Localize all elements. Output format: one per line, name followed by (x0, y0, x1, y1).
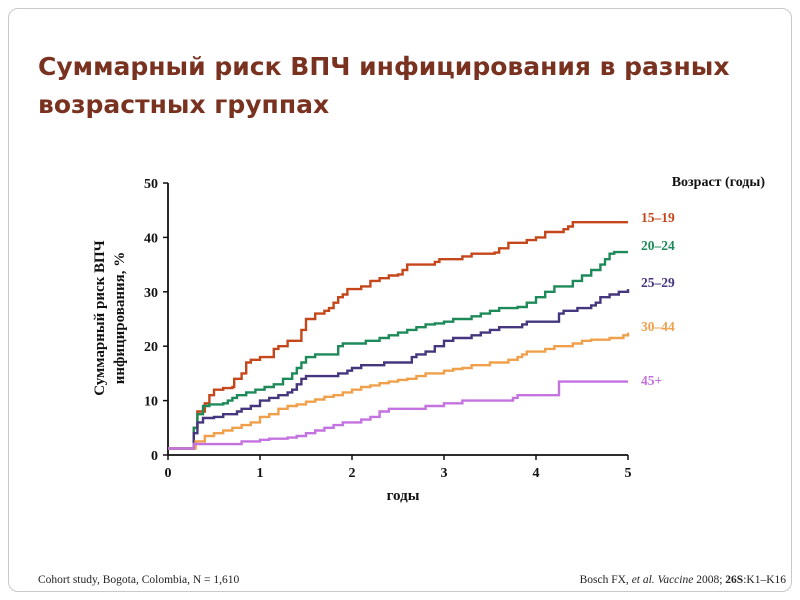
y-tick-label: 10 (144, 395, 158, 410)
citation-volume: 26S (725, 574, 744, 586)
x-tick-label: 4 (533, 466, 540, 481)
footer-citation: Bosch FX, et al. Vaccine 2008; 26S:K1–K1… (580, 574, 786, 586)
series-line-4 (168, 332, 630, 450)
series-label-4: 30–44 (641, 319, 675, 334)
series-label-2: 20–24 (641, 238, 675, 253)
citation-etal: et al. (631, 574, 655, 586)
y-tick-label: 30 (144, 286, 158, 301)
series-label-5: 45+ (641, 373, 662, 388)
series-line-5 (168, 380, 628, 450)
x-tick-label: 2 (349, 466, 356, 481)
y-tick-label: 0 (151, 449, 158, 464)
series-label-1: 15–19 (641, 210, 675, 225)
x-tick-label: 1 (257, 466, 264, 481)
y-tick-label: 20 (144, 340, 158, 355)
citation-journal: Vaccine (654, 574, 694, 586)
x-axis-label: годы (387, 488, 420, 504)
y-tick-label: 50 (144, 177, 158, 192)
chart-series (168, 221, 630, 450)
slide-title: Суммарный риск ВПЧ инфицирования в разны… (38, 48, 738, 124)
series-line-2 (168, 250, 628, 450)
citation-authors: Bosch FX, (579, 574, 632, 586)
citation-year: 2008; (693, 574, 726, 586)
title-line-2: возрастных группах (38, 90, 330, 119)
title-line-1: Суммарный риск ВПЧ инфицирования в разны… (38, 52, 730, 81)
chart-labels: годы Суммарный риск ВПЧ инфицирования, %… (92, 175, 765, 504)
x-tick-label: 0 (165, 466, 172, 481)
footer-study-note: Cohort study, Bogota, Colombia, N = 1,61… (38, 574, 240, 586)
series-label-3: 25–29 (641, 275, 675, 290)
series-line-3 (168, 289, 630, 450)
citation-pages: :K1–K16 (743, 574, 786, 586)
slide (8, 8, 792, 592)
x-tick-label: 3 (441, 466, 448, 481)
y-tick-label: 40 (144, 231, 158, 246)
y-axis-label-line-2: инфицирования, % (112, 252, 128, 385)
x-tick-label: 5 (625, 466, 632, 481)
y-axis-label-line-1: Суммарный риск ВПЧ (92, 240, 108, 395)
legend-title: Возраст (годы) (672, 175, 766, 190)
series-line-1 (168, 221, 628, 450)
